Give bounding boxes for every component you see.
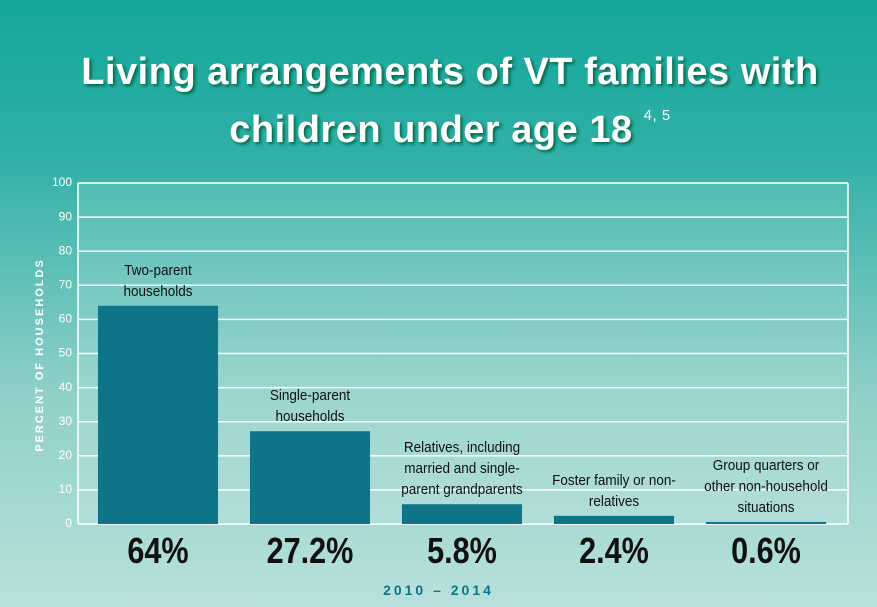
value-label: 27.2% [266,530,354,571]
bar [97,305,219,524]
y-tick-label: 70 [59,277,73,291]
bar [705,521,827,524]
bar [249,431,371,524]
y-tick-label: 10 [59,482,73,496]
value-label: 5.8% [427,530,497,571]
y-tick-label: 20 [59,448,73,462]
chart-title-box: Living arrangements of VT families with … [30,50,870,152]
y-tick-label: 60 [59,312,73,326]
bar [553,515,675,524]
chart-title: Living arrangements of VT families with … [81,51,819,151]
y-tick-label: 50 [59,346,73,360]
y-tick-label: 0 [65,516,72,530]
x-axis-label: 2010 – 2014 [383,582,494,598]
value-label: 64% [127,530,189,571]
value-label: 0.6% [731,530,801,571]
category-label: Single-parent households [269,387,351,426]
y-tick-label: 90 [59,209,73,223]
title-note: 4, 5 [643,107,671,124]
y-tick-label: 30 [59,414,73,428]
y-tick-label: 40 [59,380,73,394]
category-label: Group quarters or other non-household si… [704,456,828,516]
category-label: Two-parent households [123,261,193,300]
y-tick-label: 100 [52,175,72,189]
value-label: 2.4% [579,530,649,571]
category-label: Relatives, including married and single-… [401,439,523,499]
bar [401,504,523,524]
category-label: Foster family or non-relatives [552,471,676,510]
y-axis-label: PERCENT OF HOUSEHOLDS [34,258,46,452]
y-tick-label: 80 [59,243,73,257]
